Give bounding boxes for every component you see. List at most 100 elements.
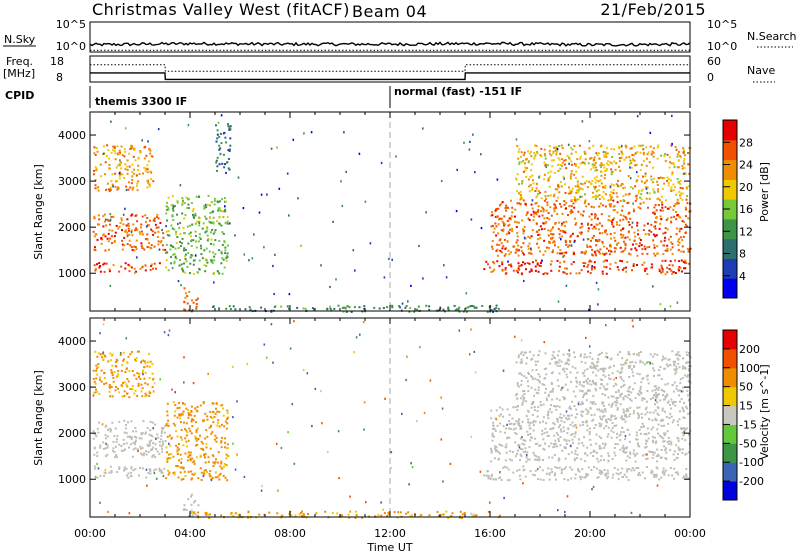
colorbar-swatch — [723, 258, 737, 279]
colorbar-tick-label: 24 — [739, 159, 753, 172]
data-region — [92, 350, 155, 399]
power-y-label: Slant Range [km] — [32, 164, 45, 260]
freq-left-tick-bottom: 8 — [56, 71, 63, 84]
x-tick-label: 00:00 — [74, 527, 106, 540]
power-cbar-label: Power [dB] — [758, 162, 771, 222]
data-region — [165, 194, 229, 275]
velocity-data-layer — [92, 318, 692, 519]
colorbar-tick-label: 12 — [739, 225, 753, 238]
nave-right-tick-bottom: 0 — [707, 71, 714, 84]
colorbar-swatch — [723, 443, 737, 463]
x-tick-label: 12:00 — [374, 527, 406, 540]
colorbar-swatch — [723, 348, 737, 369]
colorbar-swatch — [723, 278, 737, 299]
colorbar-swatch — [723, 238, 737, 259]
colorbar-tick-label: -100 — [739, 456, 764, 469]
power-colorbar: 28 24 20 16 12 8 4 — [722, 119, 753, 299]
colorbar-tick-label: 200 — [739, 343, 760, 356]
time-x-axis: 00:00 04:00 08:00 12:00 16:00 20:00 00:00 — [74, 112, 706, 540]
velocity-y-label: Slant Range [km] — [32, 370, 45, 466]
data-region — [483, 465, 690, 482]
colorbar-swatch — [723, 159, 737, 180]
power-panel: 1000 2000 3000 4000 Slant Range [km] 28 24 20… — [32, 111, 771, 313]
power-data-layer — [92, 114, 692, 313]
nsky-left-tick-bottom: 10^0 — [56, 40, 86, 53]
data-region — [483, 259, 691, 276]
data-region — [490, 405, 692, 463]
cpid-panel: CPID themis 3300 IF normal (fast) -151 I… — [5, 85, 691, 108]
colorbar-tick-label: -200 — [739, 475, 764, 488]
freq-left-tick-top: 18 — [50, 55, 64, 68]
x-tick-label: 20:00 — [574, 527, 606, 540]
x-tick-label: 08:00 — [274, 527, 306, 540]
nave-label: Nave — [747, 64, 775, 77]
data-region — [215, 123, 232, 174]
colorbar-tick-label: 15 — [739, 400, 753, 413]
y-tick-label: 1000 — [58, 267, 86, 280]
velocity-cbar-label: Velocity [m s^-1] — [758, 364, 771, 459]
nsky-right-tick-bottom: 10^0 — [707, 40, 737, 53]
y-tick-label: 2000 — [58, 427, 86, 440]
data-region — [490, 199, 692, 257]
cpid-mode-normal: normal (fast) -151 IF — [394, 85, 522, 98]
freq-panel: Freq. [MHz] 18 8 60 0 Nave — [3, 55, 775, 84]
colorbar-swatch — [723, 424, 737, 444]
colorbar-tick-label: 20 — [739, 181, 753, 194]
data-region — [515, 144, 692, 202]
data-region — [515, 350, 692, 408]
colorbar-tick-label: 4 — [739, 270, 746, 283]
colorbar-swatch — [723, 481, 737, 501]
cpid-label: CPID — [5, 89, 34, 102]
data-region — [93, 465, 166, 479]
y-tick-label: 4000 — [58, 335, 86, 348]
data-region — [190, 304, 500, 313]
colorbar-tick-label: 50 — [739, 381, 753, 394]
velocity-panel: 1000 2000 3000 4000 Slant Range [km] 200 100… — [32, 317, 771, 519]
colorbar-tick-label: -15 — [739, 418, 757, 431]
data-region — [183, 287, 199, 312]
velocity-colorbar: 200 100 50 15 -15 -50 -100 -200 — [722, 329, 764, 501]
data-region — [182, 493, 200, 517]
nsky-left-tick-top: 10^5 — [56, 18, 86, 31]
y-tick-label: 3000 — [58, 381, 86, 394]
colorbar-swatch — [723, 330, 737, 350]
x-tick-label: 16:00 — [474, 527, 506, 540]
date-label: 21/Feb/2015 — [600, 0, 706, 19]
freq-series-line — [90, 72, 690, 81]
colorbar-swatch — [723, 218, 737, 240]
colorbar-swatch — [723, 405, 737, 425]
data-region — [93, 262, 161, 273]
beam-label: Beam 04 — [352, 2, 427, 21]
colorbar-tick-label: -50 — [739, 437, 757, 450]
nave-right-tick-top: 60 — [707, 55, 721, 68]
data-region — [92, 213, 167, 252]
nave-series-line — [90, 64, 690, 72]
x-tick-label: 00:00 — [674, 527, 706, 540]
scatter-speckles — [103, 114, 685, 312]
figure-title: Christmas Valley West (fitACF) — [92, 0, 350, 19]
data-region — [165, 401, 230, 482]
cpid-mode-themis: themis 3300 IF — [95, 95, 187, 108]
data-region — [92, 144, 155, 193]
freq-label-line2: [MHz] — [3, 67, 35, 80]
colorbar-tick-label: 28 — [739, 136, 753, 149]
x-tick-label: 04:00 — [174, 527, 206, 540]
colorbar-swatch — [723, 367, 737, 388]
colorbar-swatch — [723, 462, 737, 482]
x-axis-label: Time UT — [366, 541, 412, 554]
power-y-axis: 1000 2000 3000 4000 — [58, 129, 690, 280]
freq-label-line1: Freq. — [6, 55, 33, 68]
nsearch-label: N.Search — [747, 30, 797, 43]
y-tick-label: 2000 — [58, 221, 86, 234]
colorbar-tick-label: 100 — [739, 362, 760, 375]
nsky-label: N.Sky — [4, 33, 36, 46]
colorbar-swatch — [723, 386, 737, 407]
colorbar-swatch — [723, 120, 737, 141]
colorbar-swatch — [723, 179, 737, 200]
y-tick-label: 4000 — [58, 129, 86, 142]
y-tick-label: 1000 — [58, 473, 86, 486]
nsky-panel: N.Sky 10^5 10^0 10^5 10^0 N.Search — [3, 18, 797, 53]
colorbar-swatch — [723, 139, 737, 161]
colorbar-tick-label: 16 — [739, 203, 753, 216]
